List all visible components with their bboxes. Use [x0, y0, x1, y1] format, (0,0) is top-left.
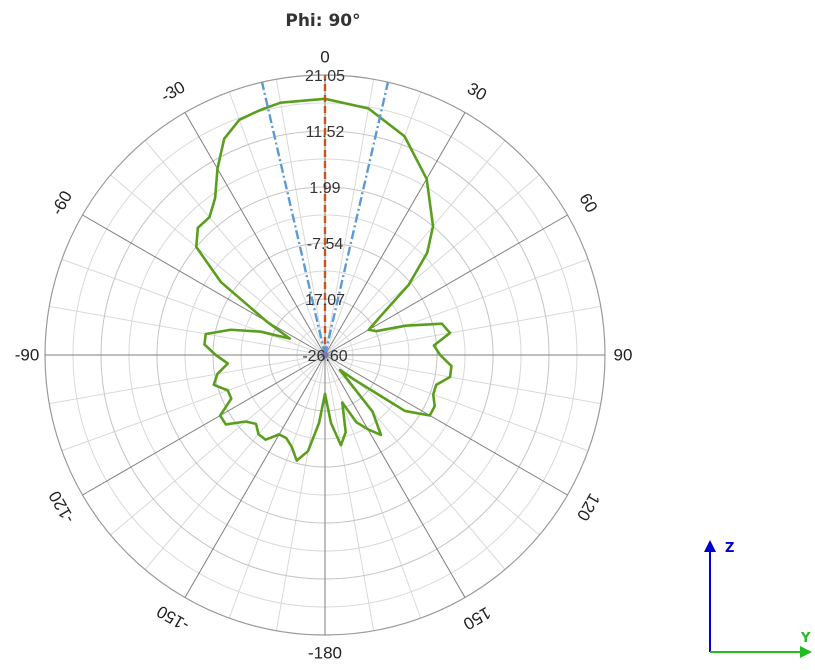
radial-tick-label: 17.07 — [305, 292, 345, 309]
angle-tick-label: -60 — [47, 188, 76, 219]
major-spoke — [324, 354, 568, 496]
radial-tick-label: 11.52 — [306, 124, 345, 141]
angle-tick-label: -30 — [158, 77, 189, 106]
radial-tick-label: -26.60 — [302, 348, 347, 365]
major-spoke — [324, 112, 466, 356]
radial-tick-label: 1.99 — [309, 180, 340, 197]
major-spoke — [82, 354, 326, 496]
axis-indicator: Z Y — [704, 540, 812, 658]
major-spoke — [324, 214, 568, 356]
radial-tick-label: -7.54 — [307, 236, 344, 253]
y-axis-label: Y — [800, 631, 811, 646]
angle-tick-label: -150 — [154, 602, 193, 635]
angle-tick-label: 150 — [460, 603, 494, 634]
angle-tick-label: 0 — [320, 48, 329, 67]
gain-curve — [194, 97, 453, 462]
chart-title: Phi: 90° — [285, 11, 360, 31]
angle-tick-label: 60 — [575, 190, 601, 216]
major-spoke — [82, 214, 326, 356]
angle-tick-label: -120 — [45, 488, 78, 527]
major-spoke — [184, 112, 326, 356]
beamwidth-line — [323, 81, 390, 356]
angle-tick-label: 120 — [573, 490, 604, 524]
polar-grid — [44, 74, 606, 636]
beamwidth-line — [260, 81, 327, 356]
center-dot — [321, 351, 329, 359]
angle-tick-label: 30 — [464, 79, 490, 105]
angle-tick-label: -180 — [308, 644, 342, 663]
major-spoke — [324, 354, 466, 598]
series-layer — [194, 75, 453, 462]
angle-tick-label: -90 — [15, 346, 40, 365]
y-arrow-head-icon — [800, 646, 812, 658]
radial-tick-labels: -26.60 17.07 -7.54 1.99 11.52 21.05 — [302, 68, 347, 365]
radial-tick-label: 21.05 — [305, 68, 345, 85]
angle-tick-label: 90 — [614, 346, 633, 365]
major-spoke — [184, 354, 326, 598]
z-axis-label: Z — [725, 541, 734, 556]
z-arrow-head-icon — [704, 540, 716, 552]
